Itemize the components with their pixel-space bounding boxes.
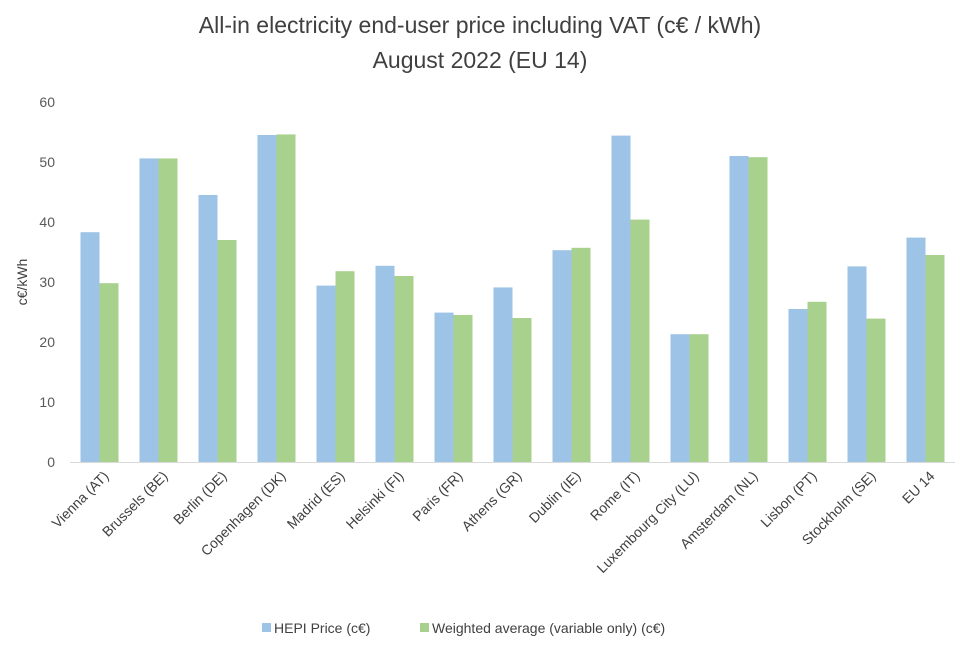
bar-weighted-average [925, 255, 945, 462]
bar-weighted-average [689, 334, 709, 462]
y-axis-title: c€/kWh [14, 259, 30, 306]
x-tick-label: Paris (FR) [409, 468, 465, 524]
bar-hepi [493, 287, 513, 462]
x-tick-label: Dublin (IE) [526, 468, 584, 526]
bar-weighted-average [807, 301, 827, 462]
bar-hepi [788, 309, 808, 462]
y-axis-ticks: 0 10 20 30 40 50 60 [39, 94, 55, 470]
x-axis-labels: Vienna (AT)Brussels (BE) Berlin (DE)Copen… [48, 468, 937, 576]
bar-hepi [847, 266, 867, 462]
bar-weighted-average [99, 283, 119, 462]
bar-weighted-average [158, 158, 178, 462]
legend-label: HEPI Price (c€) [274, 620, 370, 636]
x-tick-label: Luxembourg City (LU) [593, 468, 701, 576]
bar-hepi [434, 312, 454, 462]
bars-group [80, 134, 945, 462]
bar-hepi [729, 156, 749, 462]
x-tick-label: EU 14 [899, 468, 938, 507]
x-tick-label: Athens (GR) [458, 468, 524, 534]
chart-subtitle: August 2022 (EU 14) [373, 47, 588, 73]
legend: HEPI Price (c€) Weighted average (variabl… [262, 620, 665, 636]
bar-weighted-average [394, 276, 414, 462]
y-tick-label: 50 [39, 154, 55, 170]
y-tick-label: 20 [39, 334, 55, 350]
x-tick-label: Madrid (ES) [283, 468, 347, 532]
bar-hepi [198, 195, 218, 462]
bar-hepi [906, 237, 926, 462]
legend-label: Weighted average (variable only) (c€) [432, 620, 665, 636]
x-tick-label: Berlin (DE) [170, 468, 230, 528]
y-tick-label: 60 [39, 94, 55, 110]
bar-hepi [611, 135, 631, 462]
legend-swatch [420, 623, 429, 632]
bar-weighted-average [512, 318, 532, 462]
x-tick-label: Vienna (AT) [48, 468, 111, 531]
bar-hepi [257, 135, 277, 462]
bar-weighted-average [630, 219, 650, 462]
bar-hepi [375, 265, 395, 462]
chart-title: All-in electricity end-user price includ… [199, 12, 761, 38]
x-tick-label: Lisbon (PT) [757, 468, 819, 530]
bar-hepi [552, 250, 572, 462]
bar-weighted-average [335, 271, 355, 462]
bar-weighted-average [866, 318, 886, 462]
y-tick-label: 10 [39, 394, 55, 410]
bar-hepi [139, 158, 159, 462]
y-tick-label: 30 [39, 274, 55, 290]
bar-weighted-average [276, 134, 296, 462]
bar-weighted-average [453, 315, 473, 462]
x-tick-label: Rome (IT) [587, 468, 643, 524]
y-tick-label: 40 [39, 214, 55, 230]
bar-hepi [80, 232, 100, 462]
y-tick-label: 0 [47, 454, 55, 470]
x-tick-label: Helsinki (FI) [343, 468, 407, 532]
bar-hepi [316, 285, 336, 462]
legend-swatch [262, 623, 271, 632]
bar-weighted-average [748, 157, 768, 462]
bar-weighted-average [217, 240, 237, 462]
bar-hepi [670, 334, 690, 462]
bar-weighted-average [571, 247, 591, 462]
